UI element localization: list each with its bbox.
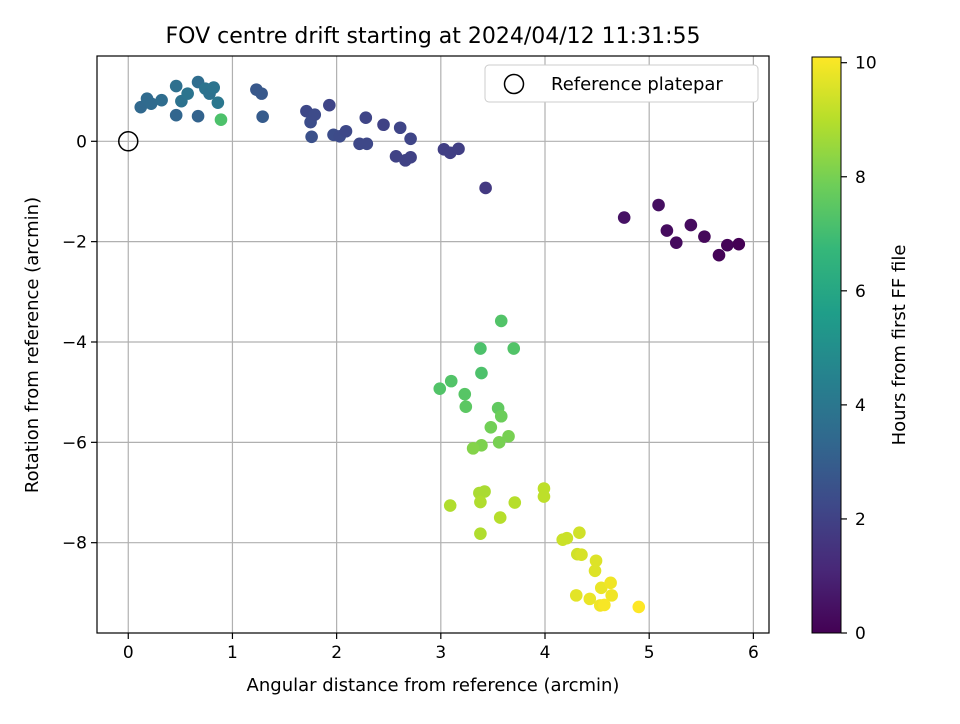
data-point	[458, 387, 472, 401]
data-point	[475, 366, 488, 380]
data-point	[393, 121, 407, 135]
data-point	[169, 79, 183, 93]
data-point	[169, 108, 183, 122]
chart-title: FOV centre drift starting at 2024/04/12 …	[166, 24, 701, 49]
data-point	[155, 93, 168, 107]
data-point	[452, 142, 465, 156]
y-tick-label: −4	[62, 333, 87, 353]
colorbar-tick-label: 6	[855, 282, 866, 302]
x-tick-label: 0	[123, 643, 134, 663]
data-point	[712, 248, 726, 262]
data-point	[589, 554, 603, 568]
data-point	[191, 109, 205, 123]
colorbar: 0 2 4 6 8 10	[811, 54, 877, 644]
data-point	[484, 420, 498, 434]
data-point	[466, 442, 480, 455]
data-point	[404, 151, 417, 164]
legend: Reference platepar	[484, 64, 759, 103]
data-point	[433, 382, 447, 395]
data-point	[339, 124, 353, 138]
y-tick-label: 0	[76, 132, 87, 152]
data-point	[698, 230, 711, 243]
data-point	[588, 564, 602, 578]
data-point	[181, 87, 194, 100]
x-tick-label: 1	[227, 643, 238, 663]
data-point	[478, 485, 491, 498]
data-point	[474, 495, 487, 509]
data-point	[660, 224, 674, 237]
data-point	[494, 314, 508, 328]
legend-box	[484, 64, 759, 103]
data-point	[605, 589, 618, 602]
data-point	[669, 236, 683, 249]
data-point	[632, 600, 646, 614]
data-point	[573, 526, 586, 539]
data-point	[492, 436, 506, 449]
data-point	[502, 430, 515, 443]
colorbar-gradient	[811, 56, 842, 634]
legend-entry-reference-platepar: Reference platepar	[551, 74, 723, 95]
colorbar-tick-label: 10	[855, 54, 877, 74]
colorbar-tick-label: 0	[855, 624, 866, 644]
y-tick-label: −6	[62, 433, 87, 453]
x-tick-label: 2	[331, 643, 342, 663]
data-point	[604, 576, 617, 590]
data-point	[537, 490, 551, 503]
data-point	[444, 374, 458, 388]
data-point	[494, 409, 508, 423]
data-point	[617, 211, 631, 224]
colorbar-tick-label: 8	[855, 168, 866, 188]
colorbar-label: Hours from first FF file	[889, 245, 910, 446]
data-point	[377, 118, 390, 132]
data-point	[594, 581, 608, 595]
data-point	[575, 548, 588, 562]
data-point	[144, 97, 158, 110]
x-tick-label: 6	[748, 643, 759, 663]
data-point	[404, 132, 417, 146]
data-point	[323, 98, 336, 112]
data-point	[443, 499, 457, 512]
legend-reference-marker	[503, 73, 525, 95]
data-point	[308, 108, 322, 122]
reference-platepar-marker	[118, 131, 139, 152]
colorbar-tick-label: 4	[855, 396, 866, 416]
data-point	[207, 81, 220, 94]
data-point	[569, 589, 583, 602]
data-point	[684, 218, 698, 232]
colorbar-tick-label: 2	[855, 510, 866, 530]
data-point	[479, 181, 492, 195]
data-point	[474, 342, 487, 355]
data-point	[360, 137, 374, 151]
data-point	[493, 511, 507, 524]
data-point	[211, 96, 225, 109]
data-point	[598, 598, 611, 612]
data-point	[214, 113, 228, 127]
x-tick-label: 5	[644, 643, 655, 663]
data-point	[560, 531, 574, 545]
data-point	[652, 198, 665, 212]
data-point	[359, 111, 373, 125]
data-point	[459, 400, 473, 414]
x-tick-label: 3	[435, 643, 446, 663]
plot-frame	[96, 55, 770, 634]
data-point	[305, 130, 318, 144]
data-point	[256, 110, 269, 124]
data-point	[732, 237, 746, 251]
axes: 0 1 2 3 4 5 6 0 −2 −4 −6 −8	[62, 55, 770, 663]
data-point	[583, 592, 597, 606]
x-tick-label: 4	[540, 643, 551, 663]
data-point	[474, 527, 487, 540]
data-point	[507, 342, 521, 355]
y-tick-label: −8	[62, 534, 87, 554]
data-point	[721, 238, 734, 252]
y-axis-label: Rotation from reference (arcmin)	[22, 197, 43, 493]
scatter-points	[118, 75, 746, 614]
y-tick-label: −2	[62, 233, 87, 253]
grid-lines	[97, 56, 769, 633]
data-point	[508, 496, 522, 509]
x-axis-label: Angular distance from reference (arcmin)	[247, 675, 620, 696]
data-point	[255, 87, 268, 100]
